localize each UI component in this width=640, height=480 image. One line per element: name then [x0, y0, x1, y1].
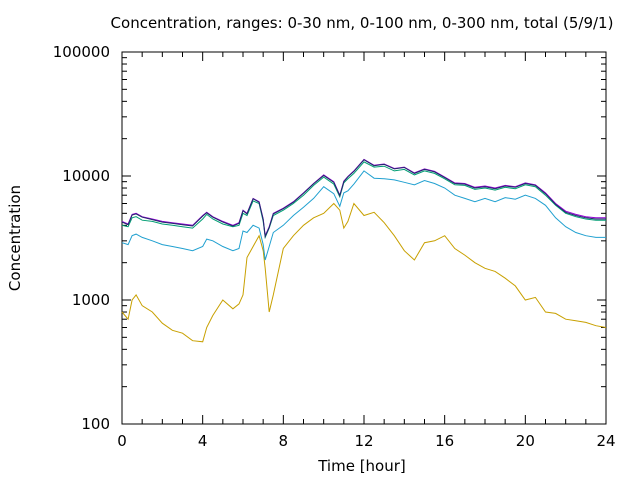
x-axis: 0 4 8 12 16 20 24 [117, 52, 616, 450]
y-axis-label: Concentration [6, 185, 24, 291]
series-layer [121, 158, 607, 343]
y-tick-label: 1000 [72, 291, 110, 309]
series-line-5 [121, 159, 606, 239]
y-tick-label: 100000 [53, 43, 110, 61]
y-tick-label: 10000 [62, 167, 110, 185]
y-tick-label: 100 [81, 415, 110, 433]
x-tick-label: 8 [279, 432, 289, 450]
y-axis: 100 1000 10000 100000 [53, 43, 606, 433]
series-line-1 [121, 202, 607, 343]
x-tick-label: 12 [354, 432, 373, 450]
x-tick-label: 16 [435, 432, 454, 450]
x-tick-label: 4 [198, 432, 208, 450]
x-axis-label: Time [hour] [317, 457, 406, 475]
x-tick-label: 20 [516, 432, 535, 450]
series-line-3 [121, 161, 606, 240]
series-line-2 [121, 170, 606, 261]
plot-frame [121, 51, 607, 425]
x-tick-label: 0 [117, 432, 127, 450]
chart-title: Concentration, ranges: 0-30 nm, 0-100 nm… [111, 14, 614, 32]
x-tick-label: 24 [596, 432, 615, 450]
